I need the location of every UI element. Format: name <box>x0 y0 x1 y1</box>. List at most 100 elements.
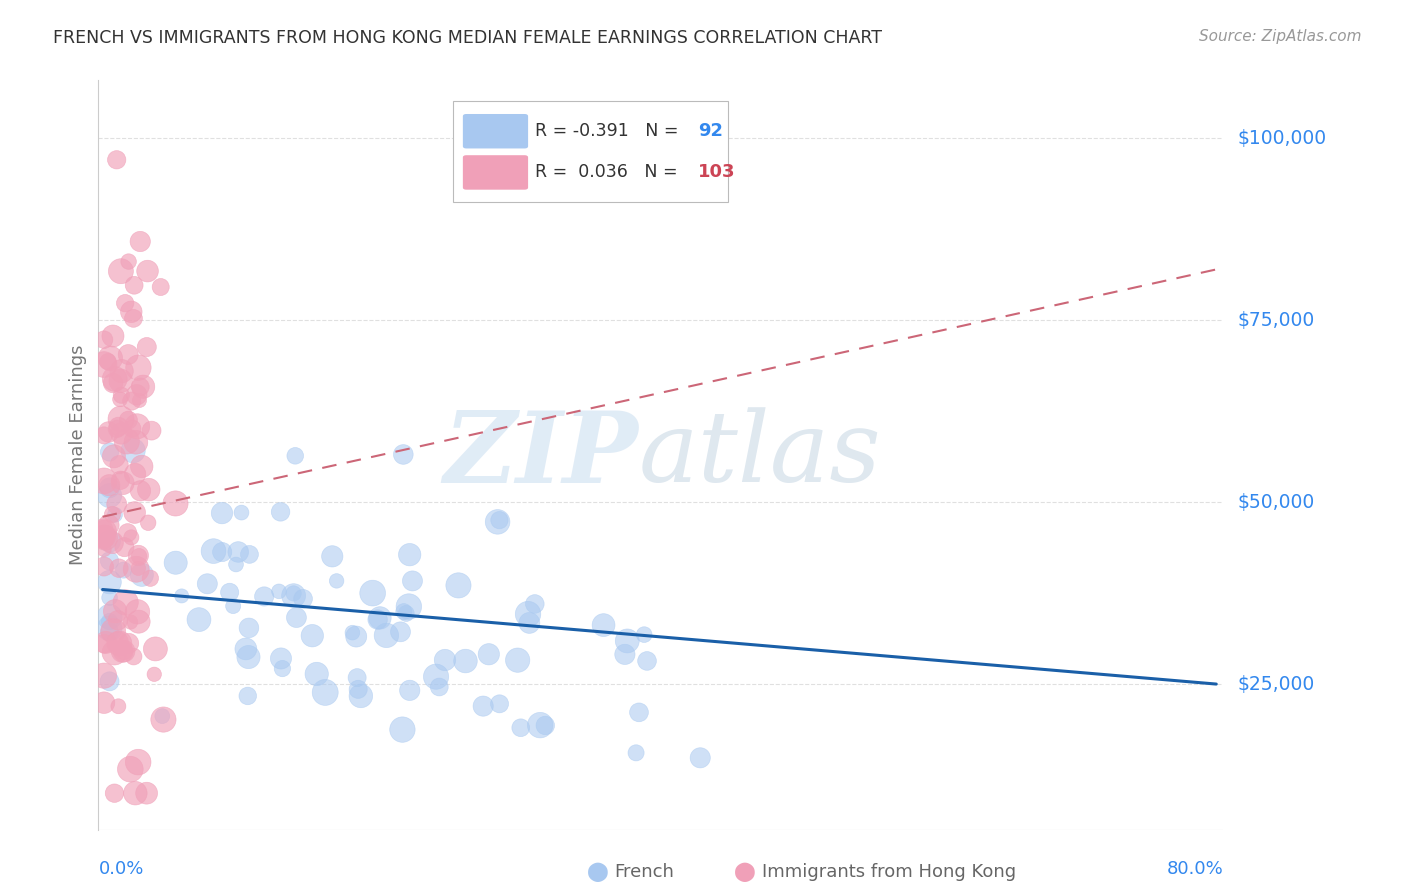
Point <box>226 545 249 559</box>
Point <box>447 578 470 592</box>
Point <box>108 636 131 650</box>
Point <box>98 534 121 549</box>
Point <box>283 589 305 603</box>
Point <box>93 637 115 651</box>
Point <box>114 595 136 609</box>
Point <box>93 358 115 372</box>
Point <box>616 634 638 648</box>
Point <box>211 545 233 559</box>
Point <box>398 548 420 562</box>
FancyBboxPatch shape <box>453 102 728 202</box>
Point <box>103 786 125 800</box>
Point <box>534 718 557 732</box>
Point <box>267 584 290 599</box>
Point <box>98 445 121 459</box>
Point <box>613 648 636 662</box>
Point <box>97 425 120 439</box>
Point <box>225 558 247 572</box>
Point <box>270 651 292 665</box>
Point <box>101 329 124 343</box>
Point <box>425 670 447 684</box>
Point <box>202 544 225 558</box>
Point <box>238 621 260 635</box>
Point <box>292 591 315 606</box>
Point <box>284 449 307 463</box>
Point <box>132 380 155 394</box>
Point <box>94 635 117 649</box>
Point <box>236 689 259 703</box>
Point <box>188 613 211 627</box>
Point <box>346 671 368 685</box>
Point <box>129 483 152 498</box>
Point <box>238 548 260 562</box>
Y-axis label: Median Female Earnings: Median Female Earnings <box>69 344 87 566</box>
Point <box>139 571 162 585</box>
Point <box>107 613 129 627</box>
Point <box>367 613 389 627</box>
Point <box>392 447 415 461</box>
Point <box>98 351 121 366</box>
Point <box>120 615 142 629</box>
Point <box>506 653 529 667</box>
Point <box>122 649 145 664</box>
Point <box>105 153 128 167</box>
Point <box>93 542 115 557</box>
Point <box>283 586 305 600</box>
Point <box>104 604 127 618</box>
Point <box>592 618 614 632</box>
Text: Immigrants from Hong Kong: Immigrants from Hong Kong <box>762 863 1017 881</box>
Point <box>110 473 132 487</box>
Point <box>93 333 115 347</box>
Text: $75,000: $75,000 <box>1237 310 1315 330</box>
Text: ⬤: ⬤ <box>586 863 609 882</box>
Point <box>136 264 159 278</box>
Point <box>128 393 150 408</box>
Point <box>93 474 115 488</box>
Point <box>624 746 647 760</box>
Point <box>129 235 152 249</box>
Point <box>211 506 233 520</box>
Point <box>105 422 128 436</box>
FancyBboxPatch shape <box>463 114 529 148</box>
Point <box>398 683 420 698</box>
Text: 80.0%: 80.0% <box>1167 860 1223 878</box>
Text: FRENCH VS IMMIGRANTS FROM HONG KONG MEDIAN FEMALE EARNINGS CORRELATION CHART: FRENCH VS IMMIGRANTS FROM HONG KONG MEDI… <box>53 29 883 47</box>
Point <box>98 624 121 639</box>
Point <box>375 628 398 642</box>
Point <box>529 718 551 732</box>
Text: $50,000: $50,000 <box>1237 492 1315 512</box>
Point <box>101 508 124 522</box>
Point <box>427 680 450 694</box>
Point <box>285 610 308 624</box>
Point <box>103 624 125 638</box>
Point <box>165 556 187 570</box>
Point <box>93 532 115 546</box>
Point <box>111 644 134 658</box>
Point <box>93 696 115 710</box>
Point <box>120 530 142 544</box>
Text: atlas: atlas <box>638 408 882 502</box>
Point <box>509 721 531 735</box>
Point <box>121 394 143 409</box>
Text: 0.0%: 0.0% <box>98 860 143 878</box>
Text: ⬤: ⬤ <box>734 863 756 882</box>
Point <box>97 518 120 533</box>
Point <box>368 611 391 625</box>
Point <box>117 413 139 427</box>
Point <box>127 549 149 563</box>
Point <box>98 615 121 629</box>
Point <box>93 533 115 548</box>
Point <box>114 296 136 310</box>
Point <box>104 508 127 522</box>
Point <box>253 590 276 604</box>
Point <box>633 627 655 641</box>
Point <box>105 497 128 511</box>
Point <box>117 525 139 540</box>
Point <box>115 434 138 449</box>
Point <box>110 426 132 441</box>
Point <box>350 689 373 703</box>
Point <box>107 419 129 434</box>
Point <box>93 668 115 682</box>
Point <box>235 641 257 656</box>
Point <box>347 682 370 697</box>
